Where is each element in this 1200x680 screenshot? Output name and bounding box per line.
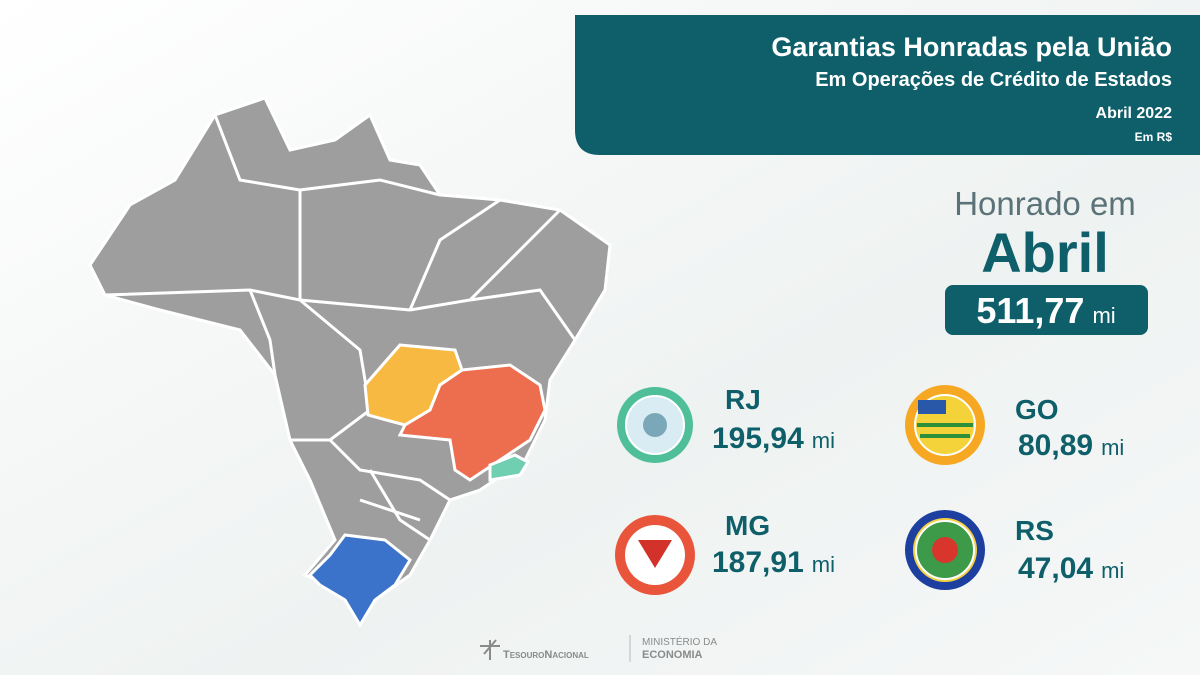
state-value-line: 80,89 mi	[1018, 429, 1124, 462]
state-value: 80,89	[1018, 429, 1093, 462]
logo-ministerio: MINISTÉRIO DA	[642, 635, 717, 648]
map-base	[88, 96, 612, 628]
header-period: Abril 2022	[1096, 105, 1173, 122]
state-rj	[488, 453, 531, 482]
state-value-line: 195,94 mi	[712, 422, 835, 455]
header-box	[575, 15, 1200, 155]
logo-economia: ECONOMIA	[642, 649, 703, 661]
state-value-line: 187,91 mi	[712, 546, 835, 579]
logo-icon	[480, 639, 500, 660]
state-value: 47,04	[1018, 552, 1093, 585]
emblem-mg	[615, 515, 695, 595]
state-value-line: 47,04 mi	[1018, 552, 1124, 585]
emblem-rj	[617, 387, 693, 463]
header-title: Garantias Honradas pela União	[771, 32, 1172, 62]
state-code: RS	[1015, 515, 1054, 546]
state-labels: RJ 195,94 mi GO 80,89 mi MG 187,91 mi RS 47…	[712, 384, 1124, 585]
brazil-map	[88, 96, 612, 628]
state-unit: mi	[1101, 558, 1124, 583]
state-value: 187,91	[712, 546, 804, 579]
state-code: MG	[725, 510, 770, 541]
state-rs	[307, 533, 412, 628]
state-code: RJ	[725, 384, 761, 415]
state-code: GO	[1015, 394, 1059, 425]
emblem-rs	[905, 510, 985, 590]
state-unit: mi	[1101, 435, 1124, 460]
total-label: Honrado em	[954, 185, 1136, 222]
total-unit: mi	[1092, 303, 1115, 328]
footer: TesouroNacional MINISTÉRIO DA ECONOMIA	[480, 635, 717, 662]
state-mg	[397, 363, 547, 482]
state-value: 195,94	[712, 422, 804, 455]
state-unit: mi	[812, 428, 835, 453]
header-subtitle: Em Operações de Crédito de Estados	[815, 69, 1172, 91]
total-value: 511,77	[976, 290, 1084, 331]
emblem-go	[905, 385, 985, 465]
total-value-line: 511,77 mi	[976, 290, 1115, 331]
state-unit: mi	[812, 552, 835, 577]
header-unit: Em R$	[1135, 130, 1173, 144]
state-borders	[104, 114, 577, 542]
total-box	[945, 285, 1148, 335]
logo-tesouro: TesouroNacional	[503, 649, 589, 661]
total-month: Abril	[981, 221, 1109, 284]
